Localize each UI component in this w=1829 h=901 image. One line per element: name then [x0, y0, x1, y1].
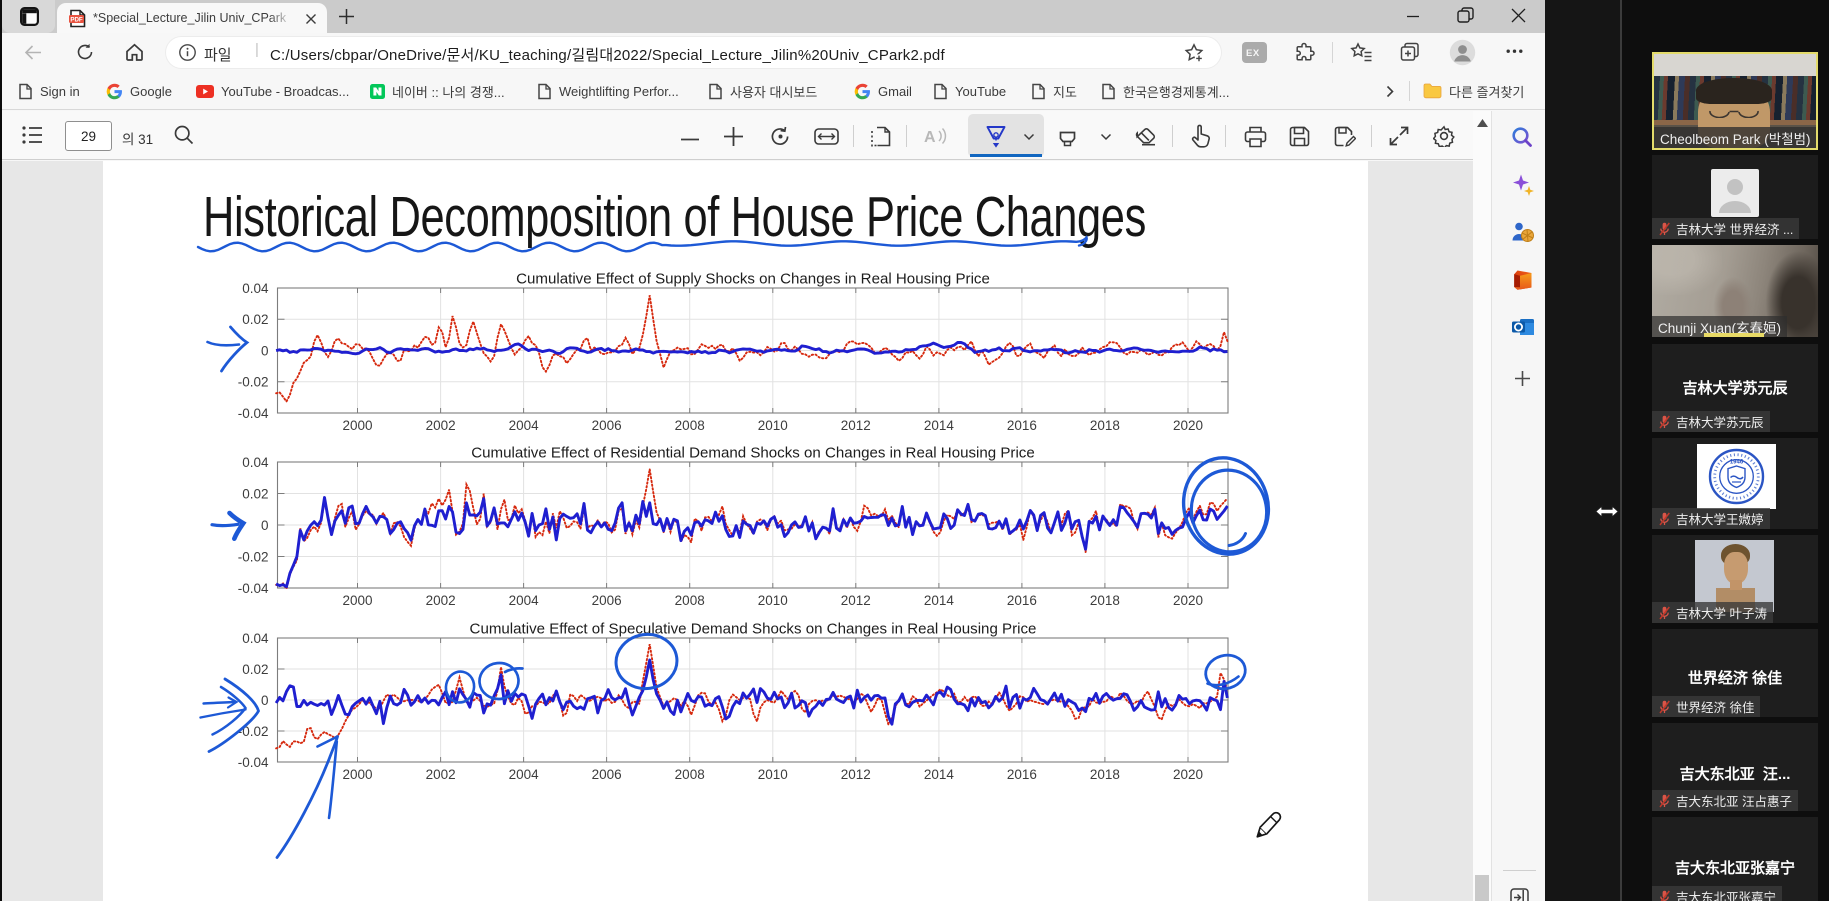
- svg-text:PDF: PDF: [70, 16, 83, 23]
- svg-text:A: A: [924, 129, 936, 146]
- svg-text:1946: 1946: [1730, 460, 1744, 466]
